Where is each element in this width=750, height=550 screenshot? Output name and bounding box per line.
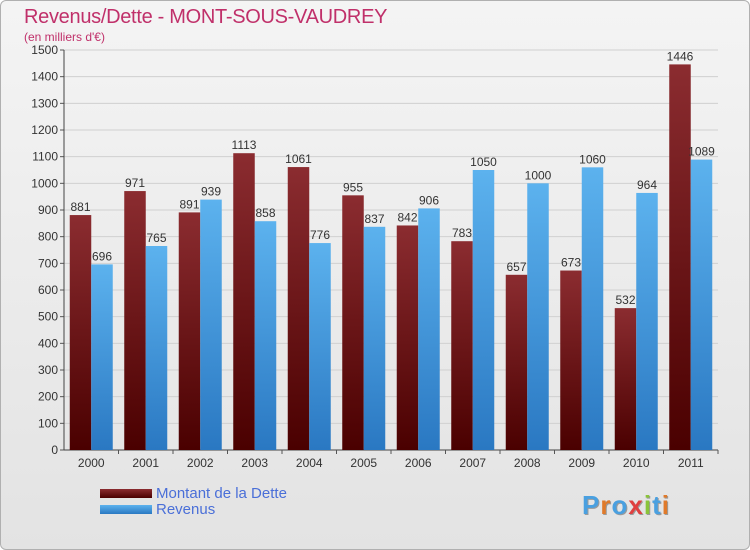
x-tick-label: 2009 [568, 456, 595, 470]
data-label-debt: 842 [397, 210, 417, 224]
data-label-debt: 657 [506, 260, 526, 274]
data-label-revenue: 964 [637, 178, 657, 192]
data-label-debt: 891 [179, 197, 199, 211]
y-tick-label: 400 [38, 336, 58, 350]
logo-letter: r [600, 490, 612, 520]
chart-subtitle: (en milliers d'€) [24, 30, 105, 44]
logo-letter: t [652, 490, 662, 520]
data-label-revenue: 1089 [688, 145, 715, 159]
y-tick-label: 1100 [32, 150, 58, 164]
data-label-revenue: 776 [310, 228, 330, 242]
bar-revenue [690, 159, 713, 450]
data-label-debt: 955 [343, 180, 363, 194]
x-tick-label: 2006 [405, 456, 432, 470]
y-tick-label: 1300 [31, 96, 58, 110]
bar-revenue [91, 264, 113, 450]
data-label-debt: 532 [615, 293, 635, 307]
bar-debt [178, 212, 201, 450]
bar-debt [669, 64, 691, 451]
y-tick-label: 1400 [31, 70, 58, 84]
logo-letter: i [643, 490, 653, 520]
bar-revenue [418, 208, 440, 450]
bar-debt [614, 308, 637, 450]
x-tick-label: 2005 [350, 456, 377, 470]
bar-revenue [254, 221, 277, 450]
y-tick-label: 500 [38, 310, 58, 324]
data-label-revenue: 1000 [525, 168, 552, 182]
y-tick-label: 0 [51, 443, 58, 457]
data-label-revenue: 765 [146, 231, 166, 245]
y-tick-label: 1200 [31, 123, 58, 137]
chart-title: Revenus/Dette - MONT-SOUS-VAUDREY [24, 6, 388, 28]
bar-revenue [200, 199, 222, 450]
y-tick-label: 100 [38, 416, 58, 430]
y-tick-label: 800 [38, 230, 58, 244]
data-label-debt: 1113 [232, 138, 257, 152]
bar-debt [233, 153, 255, 450]
logo-letter: P [582, 490, 601, 520]
bar-revenue [527, 183, 549, 451]
data-label-debt: 673 [561, 256, 581, 270]
logo-letter: x [628, 490, 644, 520]
y-tick-label: 600 [38, 283, 58, 297]
bar-revenue [636, 192, 658, 450]
y-tick-label: 200 [38, 390, 58, 404]
bar-revenue [309, 243, 331, 450]
data-label-revenue: 837 [364, 212, 384, 226]
x-tick-label: 2008 [514, 456, 541, 470]
data-label-revenue: 1050 [470, 155, 497, 169]
legend-label-revenue: Revenus [156, 501, 216, 518]
logo-letter: i [661, 490, 670, 520]
bar-debt [287, 167, 310, 451]
y-tick-label: 1000 [31, 176, 58, 190]
x-tick-label: 2002 [187, 456, 214, 470]
data-label-debt: 1446 [667, 49, 694, 63]
data-label-revenue: 906 [419, 193, 439, 207]
bar-debt [451, 241, 473, 450]
data-label-revenue: 696 [92, 249, 112, 263]
y-tick-label: 700 [38, 256, 58, 270]
data-label-revenue: 939 [201, 185, 221, 199]
proxiti-logo: Proxiti [582, 490, 670, 521]
bar-revenue [363, 226, 386, 450]
y-tick-label: 300 [38, 363, 58, 377]
data-label-debt: 1061 [285, 152, 312, 166]
legend-swatch-revenue [100, 505, 152, 514]
y-tick-label: 900 [38, 203, 58, 217]
bar-debt [342, 195, 364, 450]
bar-revenue [145, 246, 168, 450]
data-label-debt: 881 [70, 200, 90, 214]
y-tick-label: 1500 [31, 43, 58, 57]
bar-revenue [472, 170, 495, 450]
bar-debt [505, 274, 528, 450]
data-label-debt: 783 [452, 226, 472, 240]
bar-debt [124, 191, 146, 451]
data-label-revenue: 858 [255, 206, 275, 220]
x-tick-label: 2000 [78, 456, 105, 470]
x-tick-label: 2004 [296, 456, 323, 470]
bar-debt [560, 270, 582, 450]
legend-swatch-debt [100, 489, 152, 498]
bar-debt [396, 225, 419, 450]
x-tick-label: 2011 [678, 456, 704, 470]
x-tick-label: 2010 [623, 456, 650, 470]
logo-letter: o [611, 490, 629, 520]
bar-revenue [581, 167, 604, 451]
x-tick-label: 2007 [459, 456, 486, 470]
bar-debt [69, 215, 92, 450]
legend-label-debt: Montant de la Dette [156, 485, 287, 502]
data-label-revenue: 1060 [579, 152, 606, 166]
x-tick-label: 2001 [132, 456, 159, 470]
x-tick-label: 2003 [241, 456, 268, 470]
data-label-debt: 971 [125, 176, 145, 190]
